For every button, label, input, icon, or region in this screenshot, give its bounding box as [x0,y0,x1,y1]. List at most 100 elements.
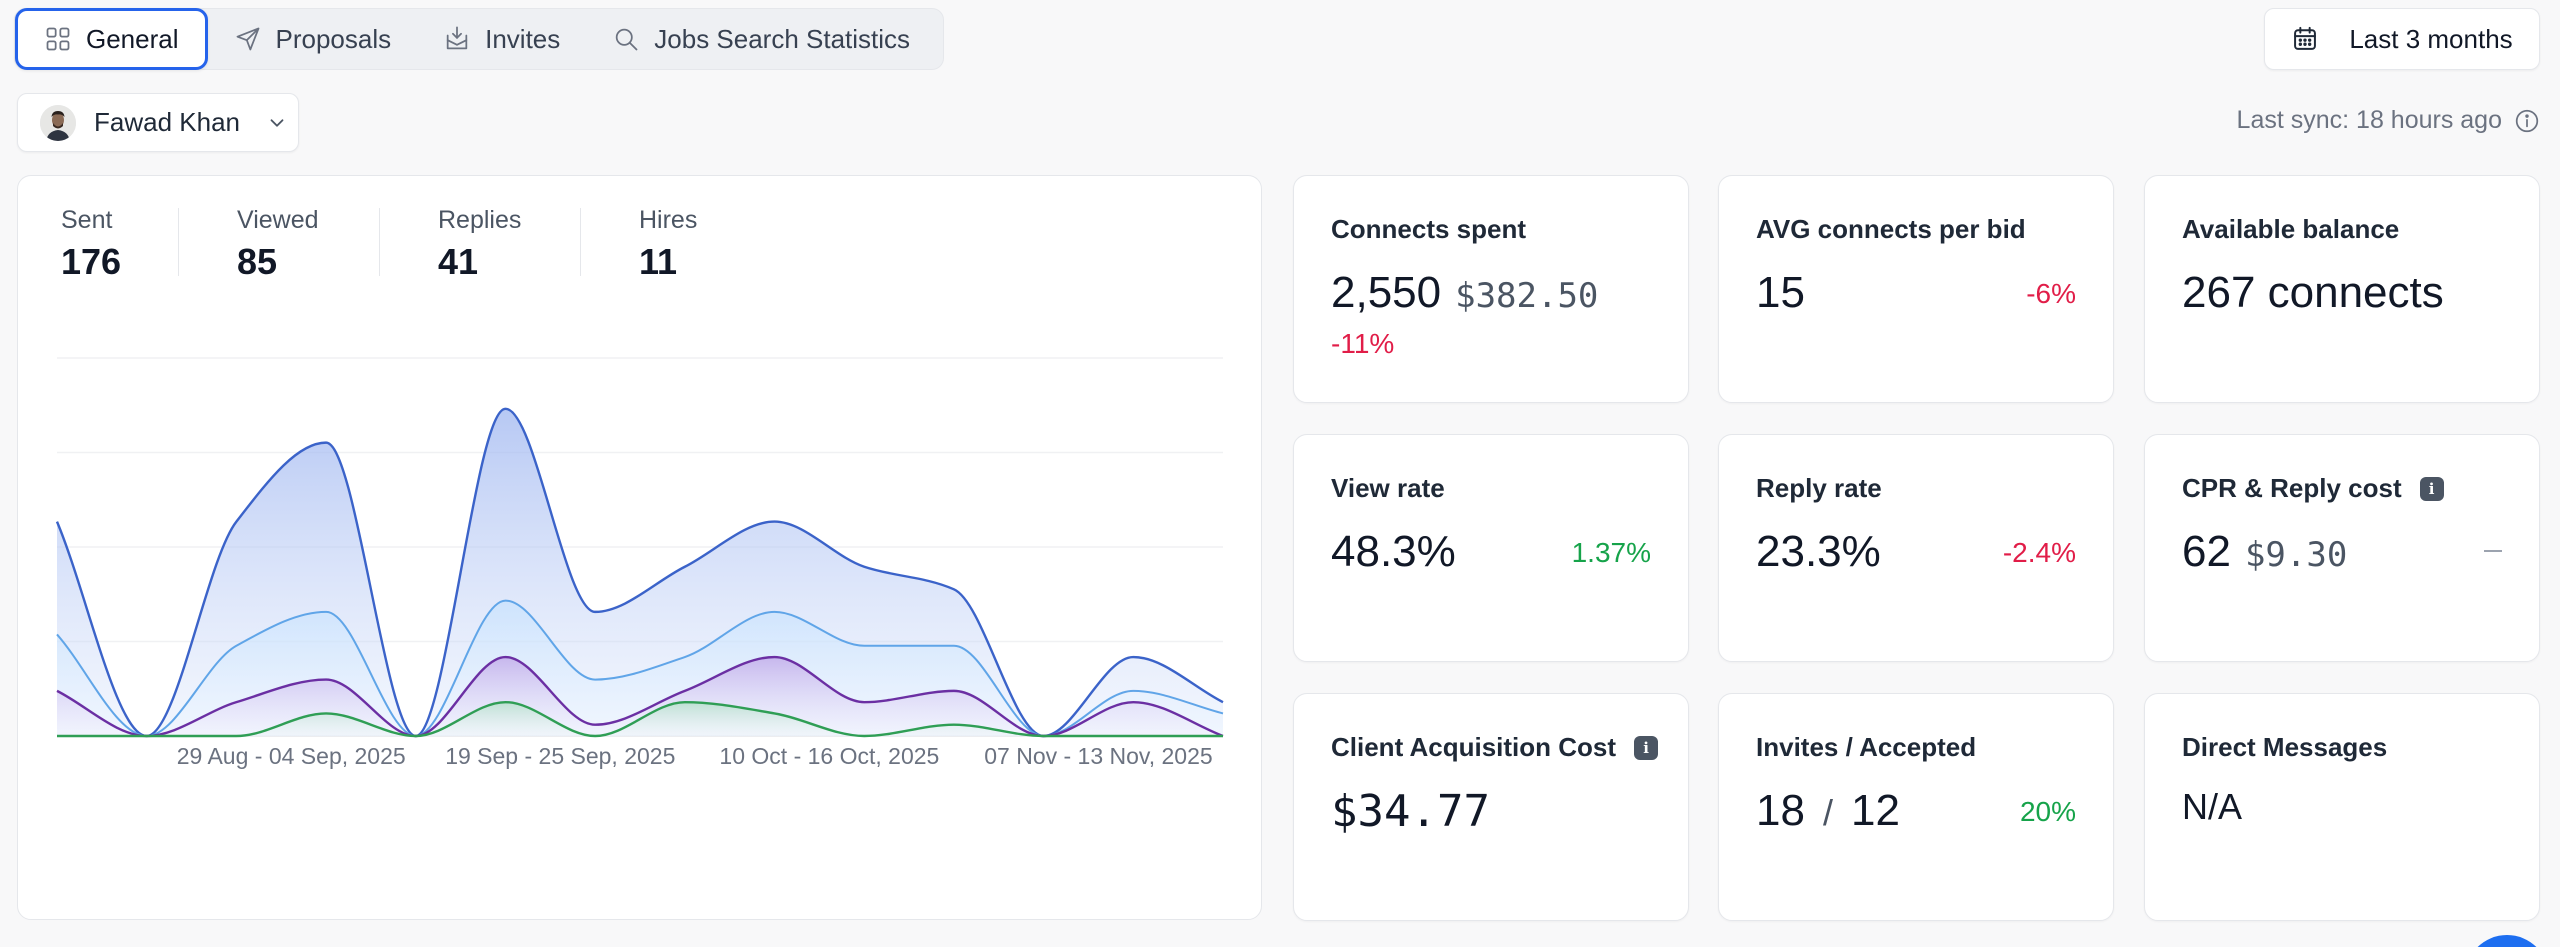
point-replies[interactable] [679,685,691,697]
point-viewed[interactable] [858,640,870,652]
point-sent[interactable] [230,516,242,528]
point-sent[interactable] [858,561,870,573]
stat-label: Viewed [237,206,319,234]
point-replies[interactable] [1127,696,1139,708]
point-hires[interactable] [769,707,781,719]
point-sent[interactable] [679,561,691,573]
point-viewed[interactable] [499,595,511,607]
point-hires[interactable] [51,730,63,742]
point-hires[interactable] [1038,730,1050,742]
direct-messages-value: N/A [2182,786,2243,827]
last-sync: Last sync: 18 hours ago [2237,106,2540,135]
card-main: 15 [1756,268,1805,318]
card-main: $34.77 [1331,786,1490,837]
separator: / [1822,792,1833,833]
point-sent[interactable] [320,437,332,449]
avg-connects-delta: -6% [2026,278,2076,309]
card-main: 2,550 $382.50 [1331,268,1598,318]
area-chart[interactable]: 29 Aug - 04 Sep, 2025 19 Sep - 25 Sep, 20… [18,176,1263,921]
tab-general[interactable]: General [15,8,208,70]
point-replies[interactable] [948,685,960,697]
point-viewed[interactable] [320,606,332,618]
point-hires[interactable] [1217,730,1229,742]
point-viewed[interactable] [230,640,242,652]
point-viewed[interactable] [679,651,691,663]
point-sent[interactable] [589,606,601,618]
point-replies[interactable] [320,674,332,686]
point-hires[interactable] [499,696,511,708]
user-selector[interactable]: Fawad Khan [17,93,299,152]
tab-label: Invites [485,23,561,54]
connects-spent-delta: -11% [1331,328,1395,359]
point-replies[interactable] [499,651,511,663]
card-invites-accepted: Invites / Accepted 18 / 12 20% [1718,693,2114,921]
tab-jobs-search-statistics[interactable]: Jobs Search Statistics [586,8,936,70]
card-title-row: CPR & Reply cost i [2182,473,2444,504]
tab-invites[interactable]: Invites [417,8,586,70]
point-sent[interactable] [51,516,63,528]
search-icon [616,28,638,51]
point-hires[interactable] [679,696,691,708]
cpr-delta-empty [2484,550,2502,552]
point-hires[interactable] [230,730,242,742]
send-icon [236,27,259,51]
point-viewed[interactable] [1217,707,1229,719]
stats-row: Sent 176 Viewed 85 Replies 41 Hires 11 [61,206,813,282]
last-sync-text: Last sync: 18 hours ago [2236,106,2502,134]
inbox-download-icon [446,26,468,50]
point-viewed[interactable] [51,628,63,640]
info-icon[interactable] [2514,108,2540,134]
point-hires[interactable] [1127,730,1139,742]
invites-value: 18 [1756,786,1805,835]
point-sent[interactable] [1127,651,1139,663]
point-sent[interactable] [948,583,960,595]
line-sent[interactable] [55,407,1224,738]
tab-proposals[interactable]: Proposals [208,8,418,70]
line-viewed[interactable] [56,599,1224,738]
user-name: Fawad Khan [94,107,240,137]
point-hires[interactable] [141,730,153,742]
point-hires[interactable] [858,730,870,742]
info-icon[interactable]: i [1634,735,1659,760]
reply-cost-value: $9.30 [2244,535,2348,575]
info-icon[interactable]: i [2419,476,2444,501]
line-hires[interactable] [57,700,1223,738]
point-replies[interactable] [230,696,242,708]
point-hires[interactable] [948,719,960,731]
view-rate-delta: 1.37% [1571,537,1651,568]
point-replies[interactable] [589,719,601,731]
card-title: Connects spent [1331,214,1527,244]
stat-replies: Replies 41 [438,206,581,282]
point-hires[interactable] [589,730,601,742]
point-replies[interactable] [51,685,63,697]
card-cpr-reply-cost: CPR & Reply cost i 62 $9.30 [2144,434,2540,662]
point-replies[interactable] [769,651,781,663]
point-replies[interactable] [858,696,870,708]
reply-rate-value: 23.3% [1756,527,1881,576]
point-hires[interactable] [320,707,332,719]
stat-value: 41 [438,241,479,282]
card-title: Direct Messages [2182,732,2388,762]
point-sent[interactable] [1217,696,1229,708]
available-balance-value: 267 connects [2182,268,2444,317]
chat-fab-button[interactable] [2465,935,2549,947]
client-acquisition-cost-value: $34.77 [1331,786,1490,837]
point-hires[interactable] [410,730,422,742]
connects-spent-cost: $382.50 [1455,276,1599,316]
point-viewed[interactable] [589,674,601,686]
stat-viewed: Viewed 85 [237,206,380,282]
card-title: Client Acquisition Cost [1331,732,1617,762]
point-viewed[interactable] [769,606,781,618]
point-sent[interactable] [769,516,781,528]
point-viewed[interactable] [948,640,960,652]
connects-spent-value: 2,550 [1331,268,1442,317]
view-rate-value: 48.3% [1331,527,1456,576]
point-sent[interactable] [499,403,511,415]
invites-accepted-delta: 20% [2019,796,2076,827]
point-viewed[interactable] [1127,685,1139,697]
card-main: 18 / 12 [1756,786,1900,836]
line-replies[interactable] [56,655,1224,738]
date-range-label: Last 3 months [2349,23,2513,54]
card-available-balance: Available balance 267 connects [2144,175,2540,403]
date-range-button[interactable]: Last 3 months [2264,8,2540,70]
